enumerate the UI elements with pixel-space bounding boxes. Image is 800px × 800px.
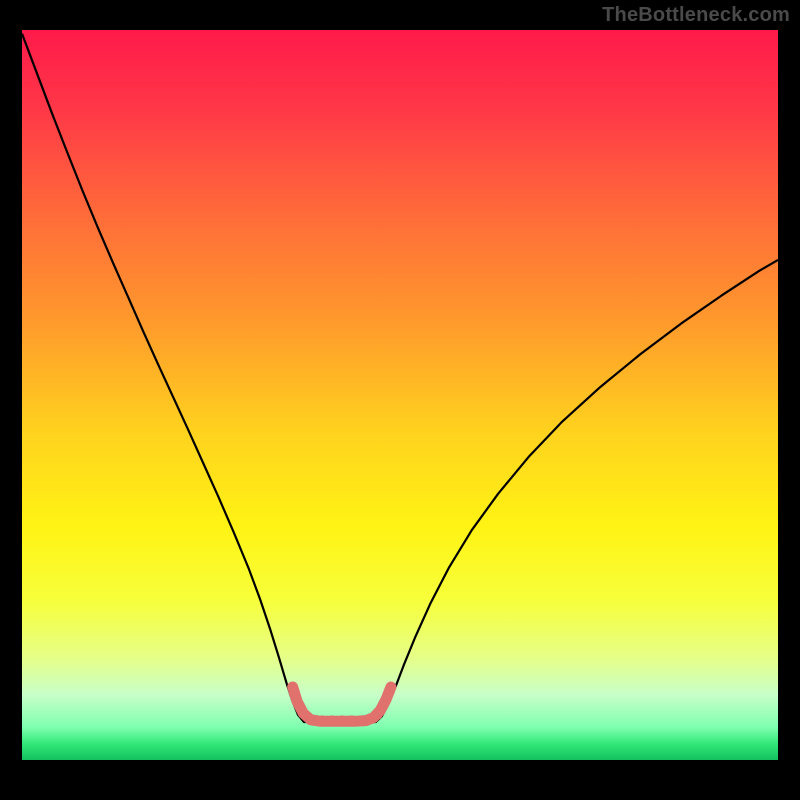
highlight-bead <box>294 700 304 710</box>
highlight-bead <box>327 715 337 725</box>
chart-root: TheBottleneck.com <box>0 0 800 800</box>
plot-background <box>22 30 778 760</box>
highlight-bead <box>346 715 356 725</box>
highlight-bead <box>289 685 299 695</box>
watermark-label: TheBottleneck.com <box>602 4 790 27</box>
highlight-bead <box>307 715 317 725</box>
highlight-bead <box>378 700 388 710</box>
chart-svg <box>0 0 800 800</box>
highlight-bead <box>337 715 347 725</box>
highlight-bead <box>372 710 382 720</box>
highlight-bead <box>317 715 327 725</box>
highlight-bead <box>383 688 393 698</box>
